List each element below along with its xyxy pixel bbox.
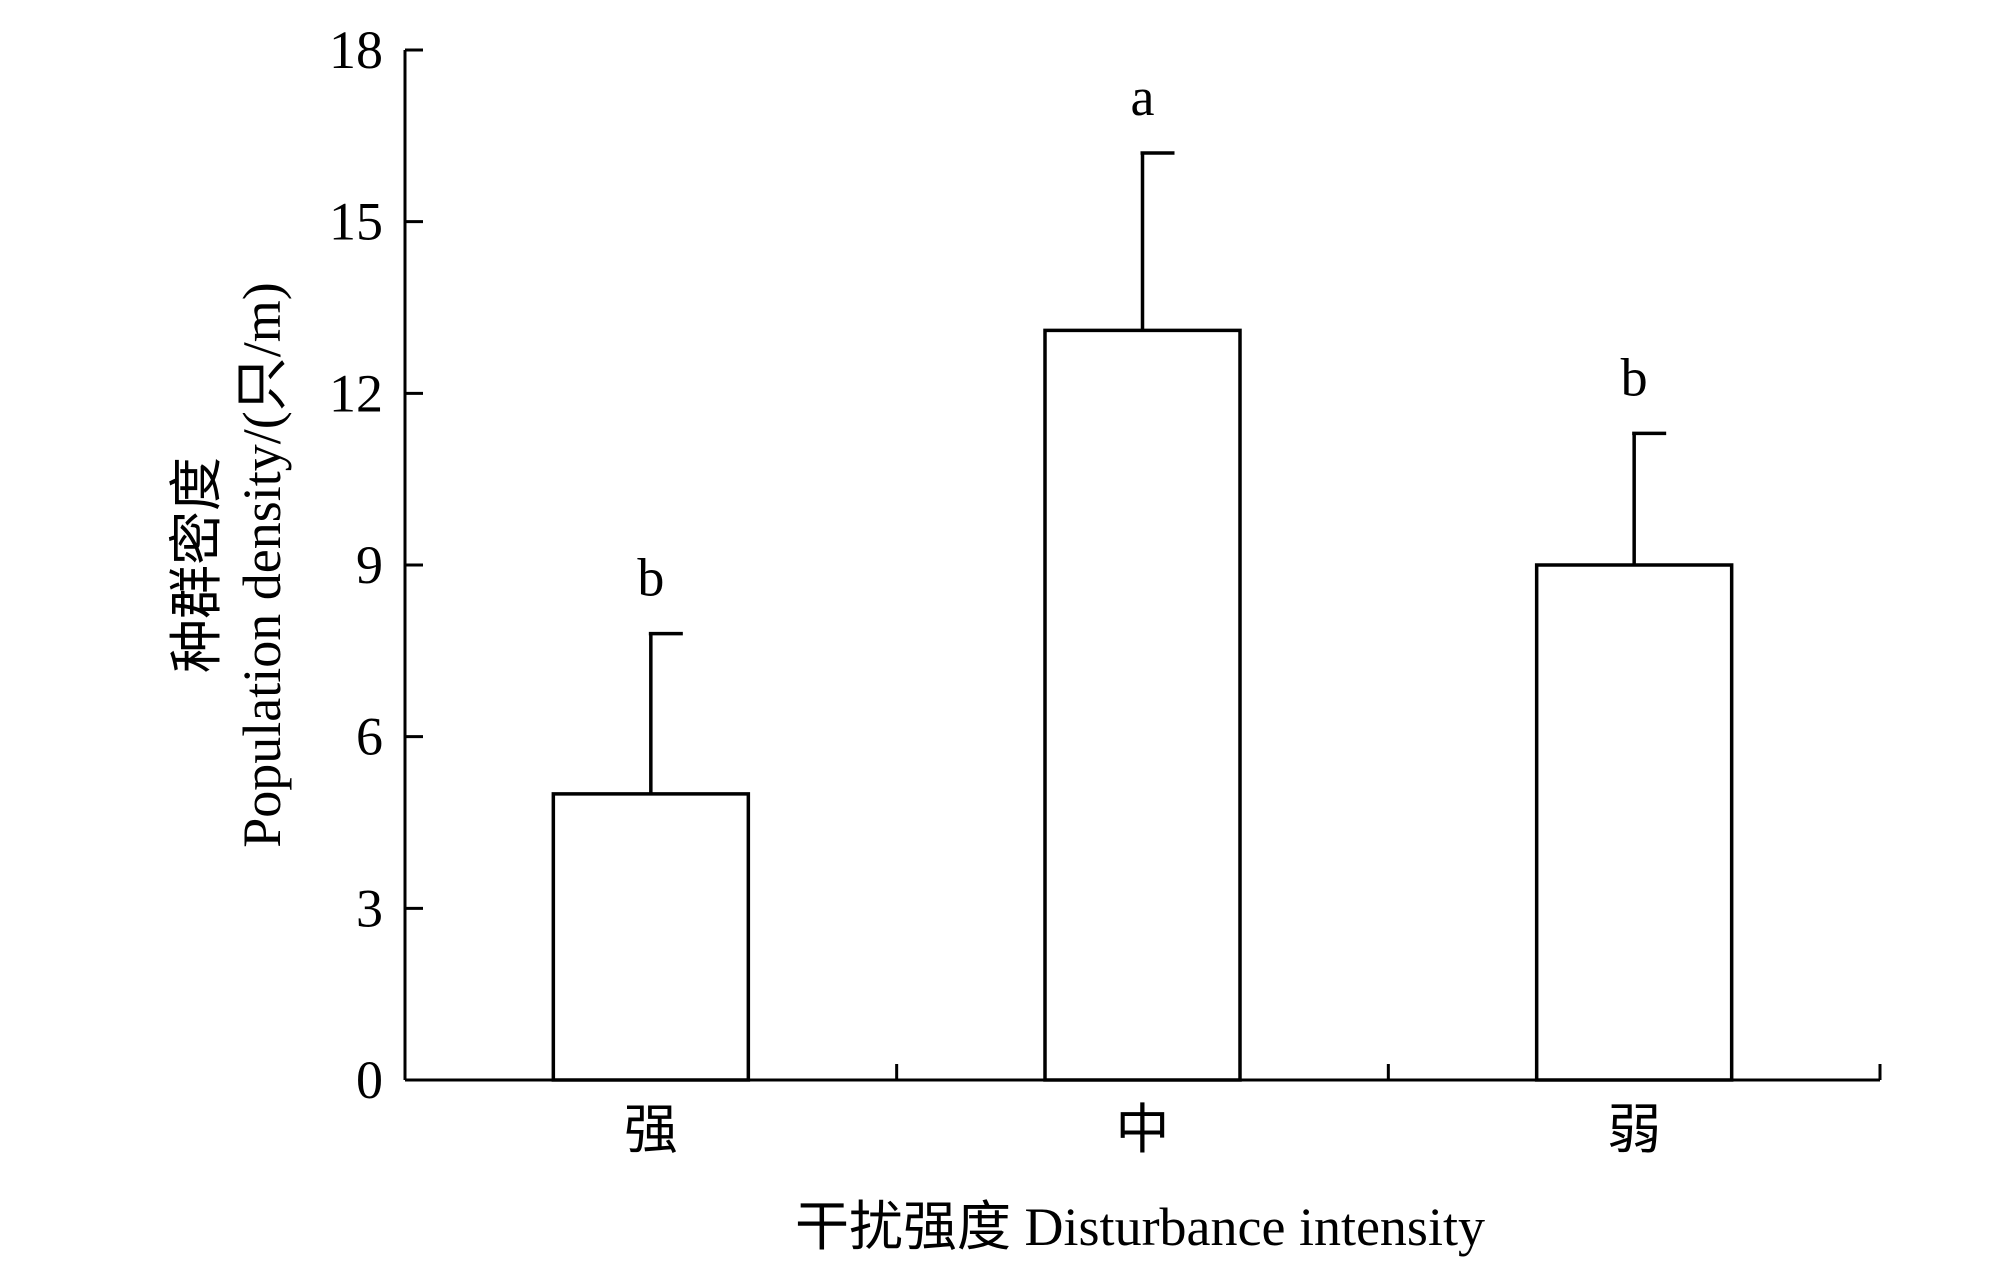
error-bars — [648, 151, 1667, 794]
category-label: 中 — [1116, 1100, 1170, 1160]
y-tick-label: 9 — [356, 535, 383, 595]
y-axis-title-en: Population density/(只/m) — [232, 282, 292, 847]
category-label: 弱 — [1607, 1100, 1661, 1160]
y-tick-label: 3 — [356, 878, 383, 938]
significance-letter: b — [637, 548, 664, 608]
significance-letter: b — [1621, 347, 1648, 407]
x-axis-title: 干扰强度 Disturbance intensity — [795, 1197, 1485, 1257]
x-ticks — [895, 1064, 1882, 1080]
y-tick-label: 6 — [356, 707, 383, 767]
y-ticks: 0 3 6 9 12 15 18 — [329, 20, 423, 1110]
category-labels: 强中弱 — [624, 1100, 1661, 1160]
bar — [1043, 328, 1242, 1082]
significance-letter: a — [1131, 67, 1155, 127]
y-tick-label: 12 — [329, 363, 383, 423]
y-tick-label: 0 — [356, 1050, 383, 1110]
bar — [551, 792, 751, 1082]
y-tick-label: 15 — [329, 192, 383, 252]
y-axis-title-cn: 种群密度 — [167, 457, 227, 673]
bars — [551, 328, 1734, 1082]
bar — [1534, 563, 1734, 1082]
category-label: 强 — [624, 1100, 678, 1160]
y-axis-title: 种群密度 Population density/(只/m) — [167, 282, 292, 847]
y-tick-label: 18 — [329, 20, 383, 80]
significance-labels: b a b — [637, 67, 1647, 608]
